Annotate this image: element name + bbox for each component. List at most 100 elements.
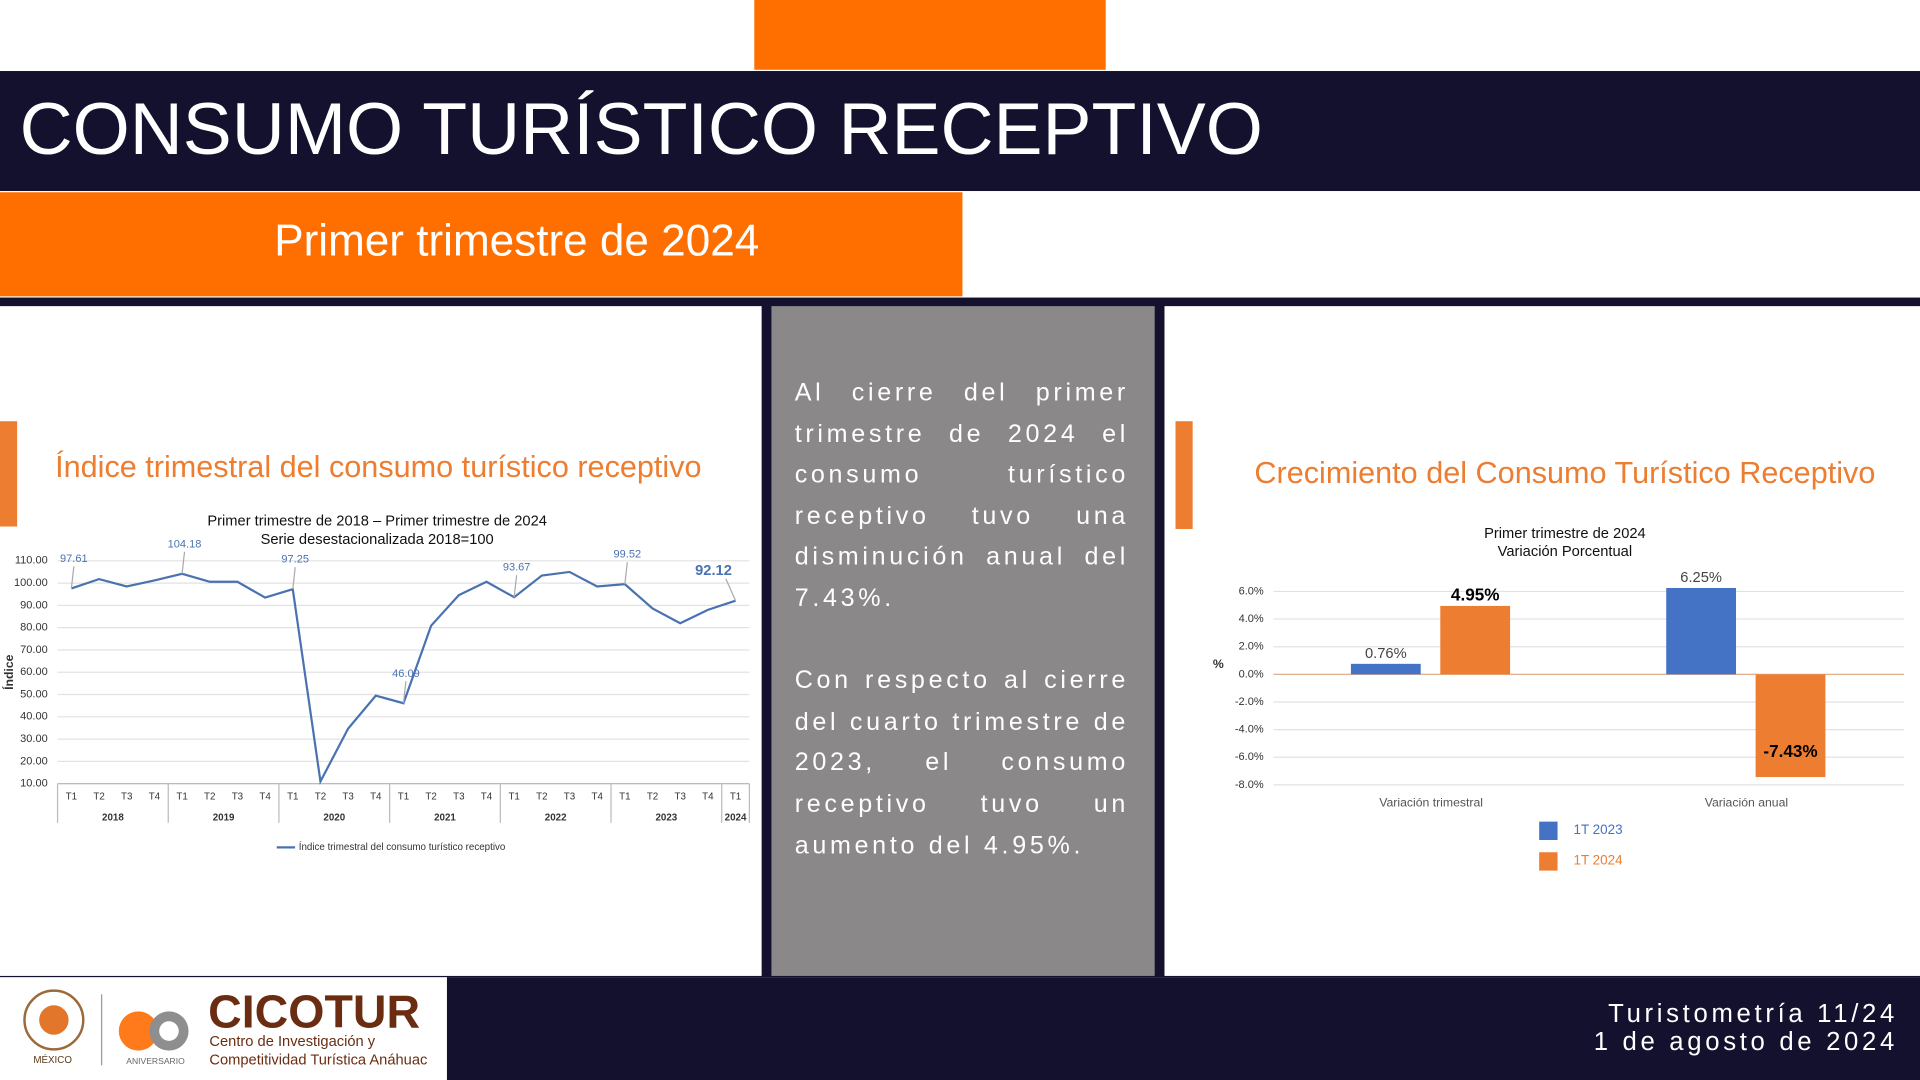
data-label: 99.52: [614, 549, 642, 561]
y-tick-label: 10.00: [20, 778, 48, 790]
x-tick-label: T2: [315, 792, 326, 803]
x-tick-label: T3: [674, 792, 686, 803]
legend-swatch: [1539, 852, 1558, 871]
data-label: 97.25: [281, 554, 309, 566]
x-tick-label: T4: [702, 792, 714, 803]
x-tick-label: T4: [259, 792, 271, 803]
logo-caption: MÉXICO: [33, 1055, 72, 1066]
bar: [1350, 663, 1421, 675]
y-tick-label: 80.00: [20, 622, 48, 634]
data-label: 93.67: [503, 562, 531, 574]
x-group-label: 2020: [323, 813, 345, 824]
title-band: [0, 71, 1920, 192]
anniversary-logo: [118, 1011, 189, 1051]
label-leader: [402, 681, 407, 704]
x-tick-label: T4: [591, 792, 603, 803]
x-tick-label: Variación anual: [1705, 795, 1788, 809]
data-label: 46.09: [392, 668, 420, 680]
university-logo: [23, 989, 103, 1066]
bar: [1440, 605, 1511, 675]
subtitle-band: [0, 192, 963, 297]
y-axis-label: Índice: [1, 654, 16, 690]
y-tick-label: 40.00: [20, 711, 48, 723]
chart-title: Crecimiento del Consumo Turístico Recept…: [1254, 456, 1875, 490]
data-label: 92.12: [695, 563, 732, 579]
legend-label: Índice trimestral del consumo turístico …: [299, 842, 506, 853]
legend-label: 1T 2023: [1573, 822, 1622, 837]
x-group-label: 2018: [102, 813, 124, 824]
x-tick-label: T4: [370, 792, 382, 803]
x-group-label: 2022: [545, 813, 567, 824]
footer-band: [446, 977, 1920, 1080]
data-label: 6.25%: [1680, 570, 1722, 586]
y-tick-label: 2.0%: [1239, 641, 1264, 653]
x-group-label: 2023: [655, 813, 677, 824]
x-tick-label: T2: [204, 792, 215, 803]
data-label: -7.43%: [1763, 741, 1817, 761]
date: 1 de agosto de 2024: [1594, 1028, 1898, 1056]
x-tick-label: Variación trimestral: [1379, 795, 1483, 809]
x-tick-label: T3: [232, 792, 244, 803]
chart-subtitle: Primer trimestre de 2018 – Primer trimes…: [207, 514, 547, 530]
chart-title: Índice trimestral del consumo turístico …: [55, 449, 701, 484]
data-label: 0.76%: [1365, 646, 1407, 662]
label-leader: [181, 551, 186, 574]
accent-bar: [1175, 421, 1193, 529]
brand-line: Centro de Investigación y: [209, 1034, 375, 1050]
issue: Turistometría 11/24: [1608, 1000, 1898, 1028]
x-tick-label: T1: [398, 792, 409, 803]
x-group-label: 2019: [213, 813, 235, 824]
x-tick-label: T1: [287, 792, 298, 803]
x-tick-label: T1: [176, 792, 187, 803]
chart-subtitle: Variación Porcentual: [1498, 544, 1632, 560]
summary-text: Al cierre del primer trimestre de 2024 e…: [795, 372, 1129, 907]
legend-label: 1T 2024: [1573, 852, 1623, 867]
y-axis-label: %: [1213, 657, 1224, 671]
label-leader: [70, 566, 75, 589]
data-label: 4.95%: [1451, 585, 1500, 605]
y-tick-label: -4.0%: [1235, 724, 1264, 736]
x-tick-label: T1: [66, 792, 77, 803]
chart-subtitle: Primer trimestre de 2024: [1484, 526, 1646, 542]
x-tick-label: T1: [508, 792, 519, 803]
left-panel: [0, 306, 762, 976]
x-tick-label: T3: [121, 792, 133, 803]
y-tick-label: 100.00: [14, 577, 48, 589]
x-tick-label: T1: [730, 792, 741, 803]
legend-swatch: [1539, 821, 1558, 840]
y-tick-label: 50.00: [20, 688, 48, 700]
brand-line: Competitividad Turística Anáhuac: [209, 1052, 427, 1068]
data-label: 97.61: [60, 553, 88, 565]
right-panel: [1164, 306, 1920, 976]
y-tick-label: -8.0%: [1235, 779, 1264, 791]
y-tick-label: 4.0%: [1239, 613, 1264, 625]
y-tick-label: 0.0%: [1239, 668, 1264, 680]
x-tick-label: T3: [342, 792, 354, 803]
x-tick-label: T2: [93, 792, 104, 803]
paragraph: Al cierre del primer trimestre de 2024 e…: [794, 378, 1129, 613]
logo-caption: ANIVERSARIO: [126, 1056, 185, 1066]
chart-subtitle: Serie desestacionalizada 2018=100: [261, 532, 494, 548]
top-accent: [754, 0, 1106, 70]
x-group-label: 2021: [434, 813, 456, 824]
paragraph: Con respecto al cierre del cuarto trimes…: [794, 666, 1129, 860]
text-panel: [771, 306, 1155, 976]
label-leader: [292, 567, 296, 590]
x-tick-label: T3: [453, 792, 465, 803]
label-leader: [725, 578, 737, 601]
bar: [1666, 587, 1737, 675]
x-tick-label: T1: [619, 792, 630, 803]
x-tick-label: T4: [149, 792, 161, 803]
page-subtitle: Primer trimestre de 2024: [274, 216, 759, 265]
x-tick-label: T2: [536, 792, 547, 803]
bar: [1755, 674, 1826, 778]
label-leader: [624, 562, 628, 585]
brand-name: CICOTUR: [208, 985, 420, 1037]
y-tick-label: -2.0%: [1235, 696, 1264, 708]
x-tick-label: T2: [425, 792, 436, 803]
x-tick-label: T3: [564, 792, 576, 803]
x-tick-label: T4: [481, 792, 493, 803]
y-tick-label: 90.00: [20, 599, 48, 611]
